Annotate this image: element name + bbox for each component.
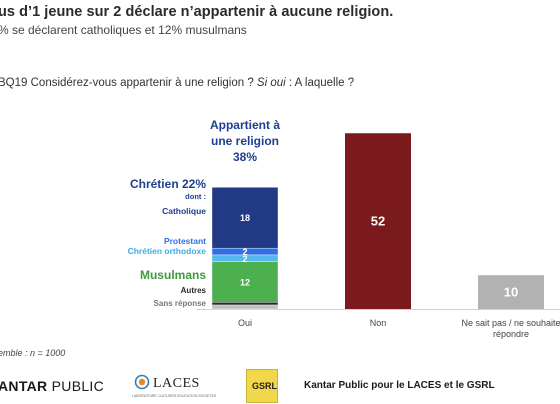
question-main: Considérez-vous appartenir à une religio… — [27, 77, 257, 89]
data-label: 18 — [240, 213, 250, 223]
side-label: Catholique — [162, 206, 206, 216]
base-note: emble : n = 1000 — [0, 348, 66, 358]
question-end: : A laquelle ? — [285, 77, 355, 89]
data-label: 52 — [371, 214, 385, 229]
data-label: 10 — [504, 285, 518, 300]
side-label: Chrétien 22% — [130, 177, 206, 191]
side-label: Chrétien orthodoxe — [128, 246, 207, 256]
annotation-text: 38% — [233, 150, 257, 164]
laces-logo — [134, 374, 150, 390]
annotation-text: une religion — [211, 134, 279, 148]
bar-non — [345, 133, 411, 309]
question-text: BQ19 Considérez-vous appartenir à une re… — [0, 77, 354, 89]
gsrl-logo — [246, 369, 278, 403]
side-label: Autres — [181, 286, 207, 295]
brand-bold: ANTAR — [0, 378, 48, 394]
data-label: 12 — [240, 277, 250, 287]
side-label: Musulmans — [140, 268, 206, 282]
page-subtitle: % se déclarent catholiques et 12% musulm… — [0, 23, 247, 37]
stack-segment-sans-r-ponse — [211, 304, 279, 310]
stack-segment-catholique — [211, 187, 279, 249]
question-code: BQ19 — [0, 77, 28, 89]
stack-segment-musulmans — [211, 261, 279, 303]
brand-light: PUBLIC — [47, 378, 105, 394]
data-label: 2 — [242, 254, 247, 264]
x-tick-label: Ne sait pas / ne souhaite — [461, 318, 560, 328]
data-label: 2 — [242, 247, 247, 257]
bar-ne-sait-pas — [478, 275, 544, 309]
gsrl-wordmark: GSRL — [252, 381, 278, 391]
credit-text: Kantar Public pour le LACES et le GSRL — [304, 380, 495, 391]
x-tick-label: Oui — [238, 318, 252, 328]
side-label: Protestant — [164, 236, 206, 246]
page-title: us d’1 jeune sur 2 déclare n’appartenir … — [0, 4, 394, 20]
side-label: Sans réponse — [154, 299, 207, 308]
kantar-logo: ANTAR PUBLIC — [0, 378, 104, 394]
x-tick-label: Non — [370, 318, 387, 328]
x-tick-label: répondre — [493, 329, 529, 339]
side-label: dont : — [185, 192, 206, 201]
annotation-text: Appartient à — [210, 118, 280, 132]
laces-wordmark: LACES — [153, 376, 200, 391]
question-italic: Si oui — [256, 77, 286, 89]
laces-tagline: LABORATOIRE CULTURES EDUCATION SOCIETES — [132, 394, 217, 398]
stack-segment-autres — [211, 302, 279, 306]
